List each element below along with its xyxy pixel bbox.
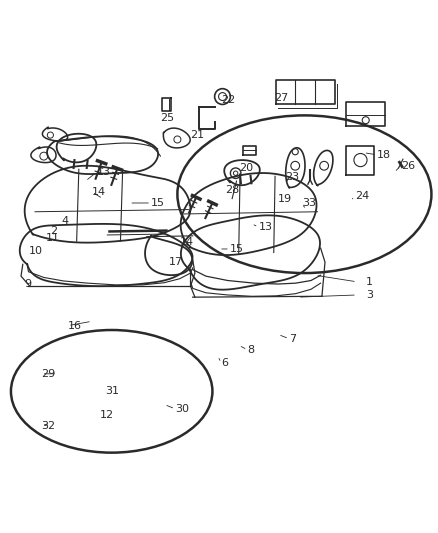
Text: 13: 13: [258, 222, 272, 232]
Text: 33: 33: [302, 198, 316, 208]
Text: 8: 8: [247, 345, 254, 355]
Text: 3: 3: [366, 290, 373, 300]
Text: 14: 14: [180, 237, 194, 247]
Text: 25: 25: [160, 112, 174, 123]
Text: 26: 26: [401, 161, 415, 171]
Text: 2: 2: [50, 227, 57, 237]
Text: 9: 9: [24, 279, 31, 289]
Text: 22: 22: [221, 95, 236, 105]
Text: 15: 15: [230, 244, 244, 254]
Text: 12: 12: [100, 410, 114, 421]
Text: 30: 30: [175, 404, 189, 414]
Text: 4: 4: [61, 215, 68, 225]
Text: 11: 11: [46, 233, 60, 243]
Text: 15: 15: [151, 198, 165, 208]
Text: 6: 6: [221, 358, 228, 368]
Text: 16: 16: [68, 321, 82, 330]
Text: 31: 31: [105, 386, 119, 397]
Text: 14: 14: [92, 187, 106, 197]
Text: 17: 17: [169, 257, 183, 267]
Text: 19: 19: [278, 193, 292, 204]
Text: 1: 1: [366, 277, 373, 287]
Text: 21: 21: [191, 130, 205, 140]
Text: 32: 32: [42, 422, 56, 431]
Text: 24: 24: [355, 191, 369, 201]
Text: 27: 27: [274, 93, 288, 103]
Text: 7: 7: [289, 334, 296, 344]
Text: 18: 18: [377, 150, 391, 160]
Text: 23: 23: [285, 172, 299, 182]
Text: 20: 20: [239, 163, 253, 173]
Text: 29: 29: [42, 369, 56, 379]
Text: 13: 13: [96, 167, 110, 177]
Text: 28: 28: [226, 185, 240, 195]
Text: 10: 10: [28, 246, 42, 256]
